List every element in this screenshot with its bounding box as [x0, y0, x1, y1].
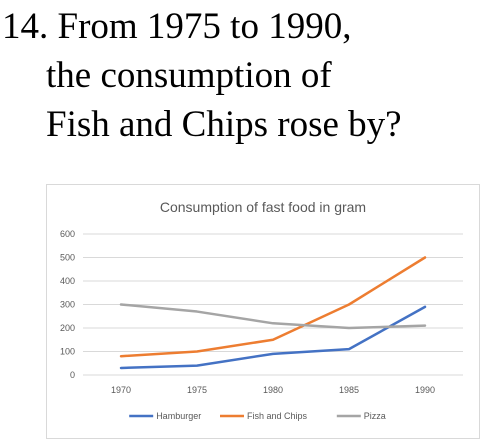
y-tick-label: 300	[60, 300, 75, 310]
y-tick-label: 500	[60, 253, 75, 263]
legend-label: Hamburger	[156, 411, 201, 421]
chart-title: Consumption of fast food in gram	[160, 199, 366, 215]
legend-label: Pizza	[364, 411, 386, 421]
legend-label: Fish and Chips	[247, 411, 308, 421]
y-tick-label: 100	[60, 347, 75, 357]
series-line-fish-and-chips	[119, 256, 427, 358]
y-tick-label: 200	[60, 323, 75, 333]
x-tick-label: 1980	[263, 385, 283, 395]
x-tick-label: 1985	[339, 385, 359, 395]
y-tick-label: 600	[60, 229, 75, 239]
y-tick-label: 0	[70, 370, 75, 380]
y-tick-label: 400	[60, 276, 75, 286]
line-chart: Consumption of fast food in gram 0 100 200 3…	[60, 199, 463, 421]
series-line-pizza	[119, 303, 427, 330]
question-line-1: 14. From 1975 to 1990,	[2, 6, 352, 47]
x-tick-label: 1990	[415, 385, 435, 395]
series-line-hamburger	[119, 305, 427, 370]
question-line-3: Fish and Chips rose by?	[46, 104, 402, 145]
x-tick-label: 1975	[187, 385, 207, 395]
question-line-2: the consumption of	[46, 55, 332, 96]
x-tick-label: 1970	[111, 385, 131, 395]
chart-container: Consumption of fast food in gram 0 100 200 3…	[46, 184, 480, 439]
